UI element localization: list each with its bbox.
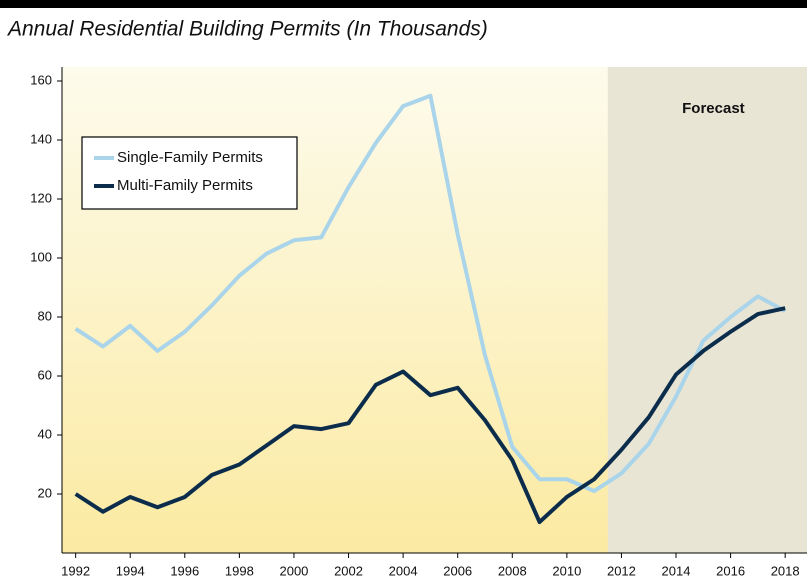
y-tick-label: 160: [30, 72, 52, 87]
x-tick-label: 2010: [552, 563, 581, 578]
line-series: [74, 306, 786, 525]
x-tick-label: 2006: [443, 563, 472, 578]
x-tick-label: 2000: [279, 563, 308, 578]
forecast-label: Forecast: [682, 100, 745, 117]
x-tick-label: 2018: [771, 563, 800, 578]
x-tick-label: 1992: [61, 563, 90, 578]
x-tick-label: 1998: [225, 563, 254, 578]
x-tick-label: 1996: [170, 563, 199, 578]
x-tick-label: 2012: [607, 563, 636, 578]
top-bar: [0, 0, 807, 8]
x-tick-label: 1994: [116, 563, 145, 578]
line-series: [74, 93, 787, 494]
x-tick-label: 2002: [334, 563, 363, 578]
legend-label: Multi-Family Permits: [117, 177, 253, 194]
y-tick-label: 60: [38, 367, 52, 382]
chart-title: Annual Residential Building Permits (In …: [6, 18, 488, 41]
x-tick-label: 2014: [662, 563, 691, 578]
x-tick-label: 2008: [498, 563, 527, 578]
y-tick-label: 80: [38, 308, 52, 323]
legend-box: [81, 136, 298, 210]
y-tick-label: 40: [38, 426, 52, 441]
x-tick-label: 2004: [389, 563, 418, 578]
y-tick-label: 100: [30, 249, 52, 264]
y-tick-label: 20: [38, 485, 52, 500]
y-tick-label: 140: [30, 131, 52, 146]
y-tick-label: 120: [30, 190, 52, 205]
x-tick-label: 2016: [716, 563, 745, 578]
legend-label: Single-Family Permits: [117, 149, 263, 166]
